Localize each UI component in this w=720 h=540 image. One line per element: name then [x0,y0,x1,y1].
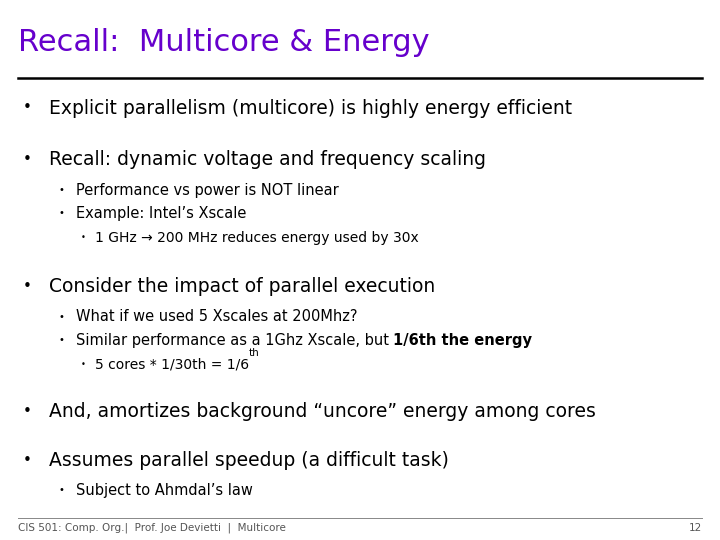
Text: Performance vs power is NOT linear: Performance vs power is NOT linear [76,183,338,198]
Text: Similar performance as a 1Ghz Xscale, but: Similar performance as a 1Ghz Xscale, bu… [76,333,393,348]
Text: 1/6th the energy: 1/6th the energy [393,333,532,348]
Text: Recall:  Multicore & Energy: Recall: Multicore & Energy [18,28,430,57]
Text: •: • [58,208,64,218]
Text: Recall: dynamic voltage and frequency scaling: Recall: dynamic voltage and frequency sc… [49,150,486,169]
Text: Example: Intel’s Xscale: Example: Intel’s Xscale [76,206,246,221]
Text: •: • [58,485,64,495]
Text: What if we used 5 Xscales at 200Mhz?: What if we used 5 Xscales at 200Mhz? [76,309,357,325]
Text: th: th [249,348,260,357]
Text: 5 cores * 1/30th = 1/6: 5 cores * 1/30th = 1/6 [95,357,249,372]
Text: 1 GHz → 200 MHz reduces energy used by 30x: 1 GHz → 200 MHz reduces energy used by 3… [95,231,419,245]
Text: Consider the impact of parallel execution: Consider the impact of parallel executio… [49,276,435,296]
Text: Explicit parallelism (multicore) is highly energy efficient: Explicit parallelism (multicore) is high… [49,98,572,118]
Text: •: • [23,453,32,468]
Text: •: • [58,312,64,322]
Text: •: • [23,100,32,116]
Text: •: • [58,185,64,195]
Text: •: • [81,233,85,242]
Text: •: • [23,279,32,294]
Text: Subject to Ahmdal’s law: Subject to Ahmdal’s law [76,483,253,498]
Text: •: • [58,335,64,345]
Text: And, amortizes background “uncore” energy among cores: And, amortizes background “uncore” energ… [49,402,596,421]
Text: •: • [81,360,85,369]
Text: •: • [23,404,32,419]
Text: CIS 501: Comp. Org.|  Prof. Joe Devietti  |  Multicore: CIS 501: Comp. Org.| Prof. Joe Devietti … [18,523,286,534]
Text: 12: 12 [689,523,702,533]
Text: •: • [23,152,32,167]
Text: Assumes parallel speedup (a difficult task): Assumes parallel speedup (a difficult ta… [49,450,449,470]
